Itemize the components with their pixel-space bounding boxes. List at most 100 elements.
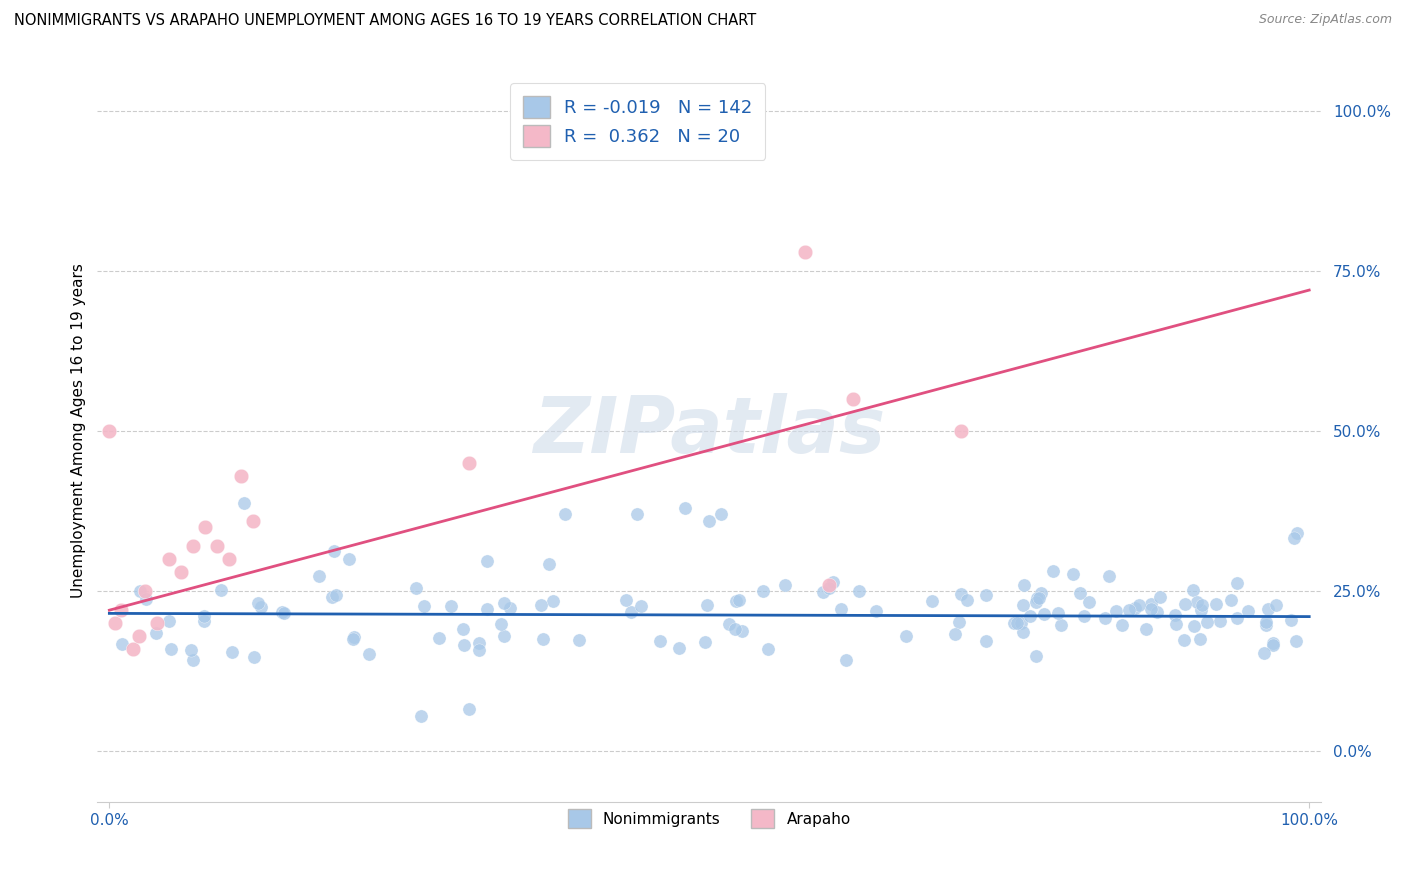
Point xyxy=(531,632,554,646)
Point xyxy=(530,598,553,612)
Point xyxy=(693,635,716,649)
Point xyxy=(811,585,834,599)
Point xyxy=(1128,599,1150,613)
Point xyxy=(170,565,193,579)
Point xyxy=(1025,595,1047,609)
Point xyxy=(756,642,779,657)
Point xyxy=(1257,602,1279,616)
Point xyxy=(974,588,997,602)
Point xyxy=(568,633,591,648)
Point xyxy=(1264,598,1286,612)
Point xyxy=(325,588,347,602)
Point xyxy=(1140,598,1163,612)
Point xyxy=(1261,638,1284,652)
Point xyxy=(554,507,576,521)
Point xyxy=(233,496,256,510)
Point xyxy=(405,581,427,595)
Point xyxy=(1033,607,1056,621)
Point xyxy=(1028,591,1050,605)
Point xyxy=(183,539,205,553)
Point xyxy=(1279,613,1302,627)
Point xyxy=(242,514,264,528)
Point xyxy=(1094,611,1116,625)
Point xyxy=(1029,586,1052,600)
Point xyxy=(1195,615,1218,629)
Point xyxy=(1263,636,1285,650)
Point xyxy=(1146,605,1168,619)
Point xyxy=(865,604,887,618)
Point xyxy=(1209,614,1232,628)
Point xyxy=(194,520,217,534)
Point xyxy=(1073,608,1095,623)
Point xyxy=(1286,526,1309,541)
Point xyxy=(775,578,797,592)
Point xyxy=(1219,593,1241,607)
Point xyxy=(357,648,380,662)
Legend: Nonimmigrants, Arapaho: Nonimmigrants, Arapaho xyxy=(560,802,858,836)
Point xyxy=(453,638,475,652)
Point xyxy=(710,507,733,521)
Point xyxy=(818,581,841,595)
Point xyxy=(1135,622,1157,636)
Point xyxy=(752,584,775,599)
Point xyxy=(218,552,240,566)
Point xyxy=(1005,616,1028,631)
Point xyxy=(98,424,121,438)
Point xyxy=(842,392,865,406)
Point xyxy=(135,591,157,606)
Point xyxy=(731,624,754,639)
Point xyxy=(128,629,150,643)
Point xyxy=(1042,564,1064,578)
Point xyxy=(1256,615,1278,630)
Point xyxy=(221,645,243,659)
Point xyxy=(180,642,202,657)
Point xyxy=(921,593,943,607)
Point xyxy=(492,629,515,643)
Point xyxy=(976,634,998,648)
Point xyxy=(1118,602,1140,616)
Point xyxy=(695,598,717,612)
Point xyxy=(1237,604,1260,618)
Point xyxy=(146,615,169,630)
Point xyxy=(718,617,741,632)
Point xyxy=(1025,648,1047,663)
Point xyxy=(821,575,844,590)
Point xyxy=(1163,607,1185,622)
Point xyxy=(630,599,652,614)
Point xyxy=(110,603,132,617)
Point xyxy=(1225,611,1247,625)
Point xyxy=(250,599,273,614)
Point xyxy=(489,617,512,632)
Point xyxy=(1026,591,1049,605)
Text: NONIMMIGRANTS VS ARAPAHO UNEMPLOYMENT AMONG AGES 16 TO 19 YEARS CORRELATION CHAR: NONIMMIGRANTS VS ARAPAHO UNEMPLOYMENT AM… xyxy=(14,13,756,29)
Point xyxy=(1282,531,1305,545)
Point xyxy=(1019,609,1042,624)
Point xyxy=(1226,576,1249,591)
Point xyxy=(492,596,515,610)
Point xyxy=(342,632,364,646)
Point xyxy=(1285,633,1308,648)
Point xyxy=(1069,586,1091,600)
Point xyxy=(308,569,330,583)
Point xyxy=(1002,615,1025,630)
Point xyxy=(1012,577,1035,591)
Point xyxy=(1111,618,1133,632)
Point xyxy=(411,709,433,723)
Point xyxy=(1173,632,1195,647)
Point xyxy=(413,599,436,613)
Point xyxy=(1174,598,1197,612)
Point xyxy=(323,544,346,558)
Point xyxy=(427,631,450,645)
Point xyxy=(337,552,360,566)
Point xyxy=(1185,595,1208,609)
Point xyxy=(818,577,841,591)
Point xyxy=(157,614,180,628)
Point xyxy=(477,554,499,568)
Point xyxy=(620,605,643,619)
Point xyxy=(458,702,481,716)
Point xyxy=(209,582,232,597)
Point xyxy=(193,608,215,623)
Point xyxy=(247,597,270,611)
Point xyxy=(697,514,720,528)
Point xyxy=(668,640,690,655)
